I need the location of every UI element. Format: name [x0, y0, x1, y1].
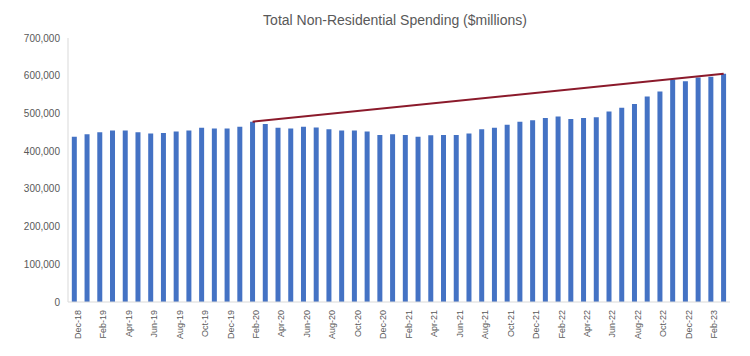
svg-text:Aug-20: Aug-20: [327, 310, 337, 339]
html-text:Total Non-Residential Spending: Total Non-Residential Spending ($million…: [263, 12, 527, 28]
svg-text:Dec-20: Dec-20: [378, 310, 388, 339]
svg-text:700,000: 700,000: [24, 33, 61, 44]
svg-text:Aug-21: Aug-21: [480, 310, 490, 339]
svg-text:Feb-20: Feb-20: [251, 310, 261, 339]
svg-text:400,000: 400,000: [24, 146, 61, 157]
svg-text:300,000: 300,000: [24, 183, 61, 194]
svg-text:Oct-19: Oct-19: [200, 310, 210, 337]
svg-text:Oct-20: Oct-20: [353, 310, 363, 337]
svg-text:Jun-19: Jun-19: [149, 310, 159, 338]
svg-text:Feb-21: Feb-21: [404, 310, 414, 339]
svg-text:Aug-19: Aug-19: [175, 310, 185, 339]
svg-text:500,000: 500,000: [24, 108, 61, 119]
svg-text:200,000: 200,000: [24, 221, 61, 232]
svg-text:Apr-20: Apr-20: [276, 310, 286, 337]
svg-text:Oct-21: Oct-21: [506, 310, 516, 337]
svg-text:Dec-19: Dec-19: [226, 310, 236, 339]
svg-text:Apr-22: Apr-22: [582, 310, 592, 337]
svg-text:0: 0: [54, 297, 60, 308]
svg-text:Jun-22: Jun-22: [607, 310, 617, 338]
svg-text:Dec-22: Dec-22: [684, 310, 694, 339]
svg-text:Feb-19: Feb-19: [98, 310, 108, 339]
svg-text:Jun-21: Jun-21: [455, 310, 465, 338]
svg-text:Aug-22: Aug-22: [633, 310, 643, 339]
svg-text:Dec-21: Dec-21: [531, 310, 541, 339]
svg-text:Jun-20: Jun-20: [302, 310, 312, 338]
svg-text:Apr-19: Apr-19: [124, 310, 134, 337]
svg-text:Dec-18: Dec-18: [73, 310, 83, 339]
svg-text:Feb-23: Feb-23: [709, 310, 719, 339]
svg-text:Apr-21: Apr-21: [429, 310, 439, 337]
svg-text:600,000: 600,000: [24, 70, 61, 81]
svg-text:100,000: 100,000: [24, 259, 61, 270]
svg-text:Oct-22: Oct-22: [658, 310, 668, 337]
svg-text:Feb-22: Feb-22: [557, 310, 567, 339]
